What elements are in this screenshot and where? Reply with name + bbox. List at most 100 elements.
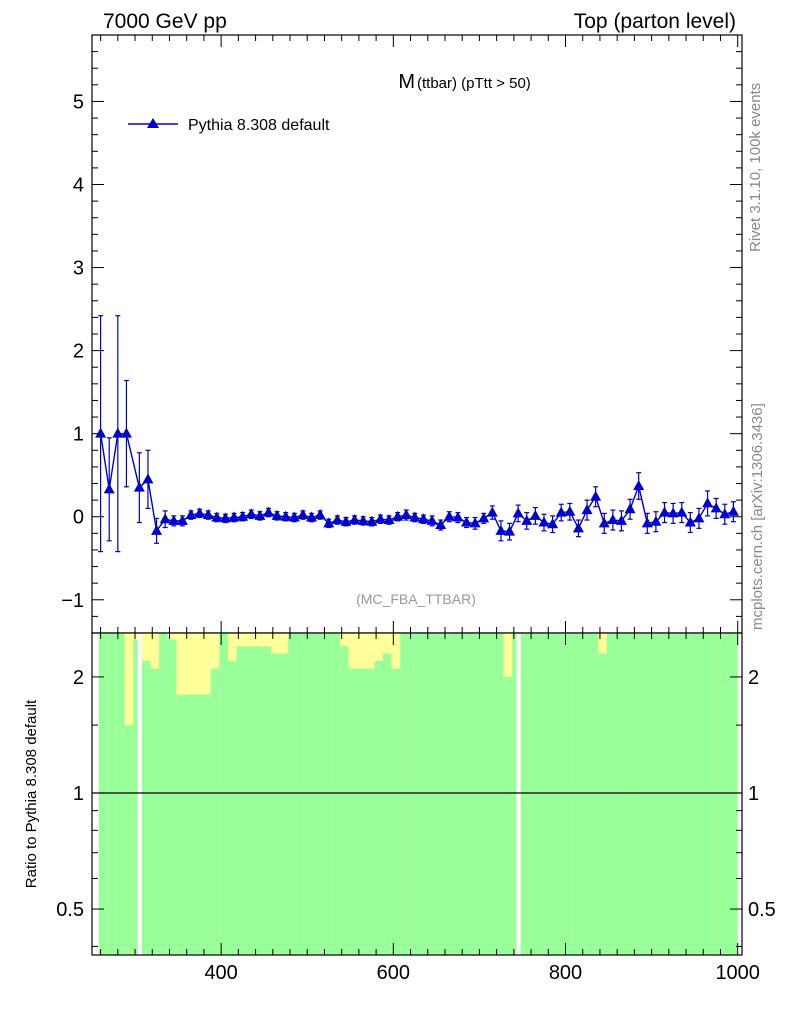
data-point [219,512,231,523]
data-point [521,514,533,525]
data-point [366,515,378,526]
data-point [486,506,498,517]
band-1sigma [228,660,237,955]
data-point [194,507,206,518]
band-1sigma [159,633,168,955]
band-1sigma [167,639,177,955]
band-1sigma [279,653,289,955]
band-1sigma [116,633,125,955]
data-point [615,514,627,525]
band-1sigma [710,633,719,955]
band-1sigma [382,653,392,955]
data-point [288,511,300,522]
data-point [340,515,352,526]
data-point [400,509,412,520]
ratio-ylabel: Ratio to Pythia 8.308 default [23,699,40,888]
legend-label: Pythia 8.308 default [188,117,330,134]
band-1sigma [632,633,642,955]
band-1sigma [365,668,375,955]
band-1sigma [537,633,547,955]
main-y-tick-label: 0 [73,507,84,529]
data-point [676,506,688,517]
data-point [112,427,124,438]
data-point [710,502,722,513]
data-point [624,503,636,514]
data-point [667,507,679,518]
header-left: 7000 GeV pp [103,10,227,33]
band-1sigma [701,633,711,955]
data-point [349,514,361,525]
data-point [633,479,645,490]
band-1sigma [391,668,401,955]
data-point [280,510,292,521]
data-point [323,517,335,528]
band-1sigma [245,646,254,955]
band-1sigma [572,633,582,955]
band-1sigma [649,633,659,955]
x-tick-label: 800 [549,962,582,984]
band-1sigma [494,633,504,955]
data-point [512,507,524,518]
band-1sigma [193,694,203,955]
band-1sigma [107,633,117,955]
band-1sigma [322,633,332,955]
data-point [478,512,490,523]
data-point [297,509,309,520]
data-point [529,509,541,520]
band-1sigma [133,639,138,955]
data-point [452,511,464,522]
band-1sigma [98,633,108,955]
rivet-label: Rivet 3.1.10, 100k events [747,83,764,252]
x-tick-label: 1000 [715,962,760,984]
main-y-tick-label: 4 [73,175,84,197]
data-point [443,510,455,521]
data-point [547,518,559,529]
ratio-y-tick-label: 0.5 [56,899,84,921]
watermark: (MC_FBA_TTBAR) [356,591,476,607]
x-tick-label: 600 [377,962,410,984]
band-1sigma [598,653,607,955]
band-1sigma [150,668,160,955]
data-point [641,517,653,528]
band-1sigma [417,633,427,955]
band-1sigma [271,653,280,955]
ratio-panel: 0.5 0.5 1 1 2 2 400 600 800 1000 Ratio to Pythia … [23,632,776,984]
data-point [693,512,705,523]
data-point [314,509,326,520]
band-1sigma [124,725,134,955]
data-point [159,513,171,524]
band-1sigma [684,633,693,955]
data-point [659,506,671,517]
band-1sigma [555,633,564,955]
main-y-tick-label: 1 [73,424,84,446]
data-point [306,511,318,522]
data-point [392,510,404,521]
band-1sigma [486,633,495,955]
data-point [435,519,447,530]
band-1sigma [374,660,383,955]
data-point [581,504,593,515]
mcplots-label: mcplots.cern.ch [arXiv:1306.3436] [749,403,766,630]
band-1sigma [451,633,461,955]
data-point [564,505,576,516]
data-point [538,516,550,527]
data-point [461,516,473,527]
data-point [202,509,214,520]
band-1sigma [408,633,418,955]
data-point [245,508,257,519]
band-1sigma [503,676,513,955]
data-point [120,427,132,438]
band-1sigma [692,633,702,955]
x-tick-label: 400 [204,962,237,984]
data-point [607,514,619,525]
band-1sigma [176,694,185,955]
data-point [357,514,369,525]
data-point [417,513,429,524]
ratio-y-tick-label-right: 1 [748,783,759,805]
band-1sigma [339,646,349,955]
band-1sigma [262,646,272,955]
main-panel: −1 0 1 2 3 4 5 M (ttbar) (pTtt > 50) (MC_FBA_T… [61,34,743,634]
legend: Pythia 8.308 default [128,117,330,134]
band-1sigma [641,633,650,955]
